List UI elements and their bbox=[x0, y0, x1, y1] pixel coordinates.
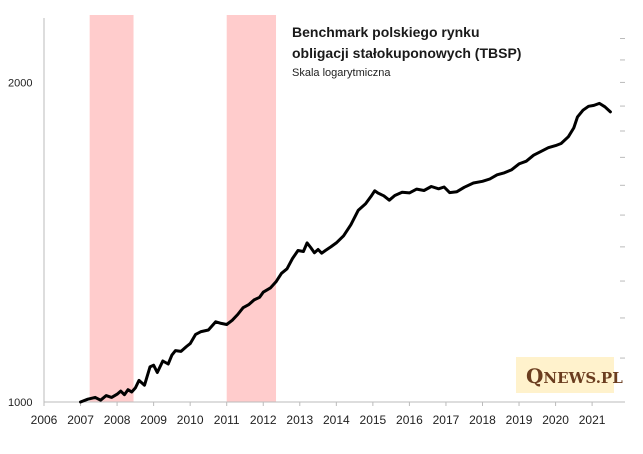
x-tick-label: 2013 bbox=[286, 413, 313, 427]
chart-title-line1: Benchmark polskiego rynku bbox=[292, 24, 480, 40]
y-tick-label: 2000 bbox=[8, 77, 32, 89]
x-tick-label: 2019 bbox=[506, 413, 533, 427]
x-tick-label: 2009 bbox=[140, 413, 167, 427]
y-tick-labels: 1000 2000 bbox=[8, 77, 32, 409]
series-group bbox=[79, 101, 612, 404]
chart-subtitle: Skala logarytmiczna bbox=[292, 67, 391, 79]
x-tick-label: 2008 bbox=[104, 413, 131, 427]
x-tick-label: 2007 bbox=[67, 413, 94, 427]
x-tick-labels: 2006 2007 2008 2009 2010 2011 2012 2013 2014 2015… bbox=[31, 402, 606, 427]
x-tick-label: 2020 bbox=[542, 413, 569, 427]
x-tick-label: 2021 bbox=[579, 413, 606, 427]
chart-title-line2: obligacji stałokuponowych (TBSP) bbox=[292, 45, 522, 61]
series-line-tbsp bbox=[79, 101, 612, 404]
x-tick-label: 2015 bbox=[360, 413, 387, 427]
x-tick-label: 2014 bbox=[323, 413, 350, 427]
brand-rest: NEWS.PL bbox=[543, 369, 623, 387]
shaded-periods bbox=[89, 15, 277, 402]
x-tick-label: 2018 bbox=[469, 413, 496, 427]
brand-q: Q bbox=[526, 364, 544, 388]
shaded-period-1 bbox=[89, 15, 134, 402]
x-tick-label: 2017 bbox=[433, 413, 460, 427]
qnews-logo[interactable]: QNEWS.PL bbox=[516, 357, 623, 393]
x-tick-label: 2016 bbox=[396, 413, 423, 427]
y-tick-label: 1000 bbox=[8, 397, 32, 409]
x-tick-label: 2006 bbox=[31, 413, 58, 427]
x-tick-label: 2012 bbox=[250, 413, 277, 427]
x-tick-label: 2011 bbox=[214, 413, 240, 427]
x-tick-label: 2010 bbox=[177, 413, 204, 427]
shaded-period-2 bbox=[226, 15, 277, 402]
right-tick-marks bbox=[620, 37, 625, 359]
